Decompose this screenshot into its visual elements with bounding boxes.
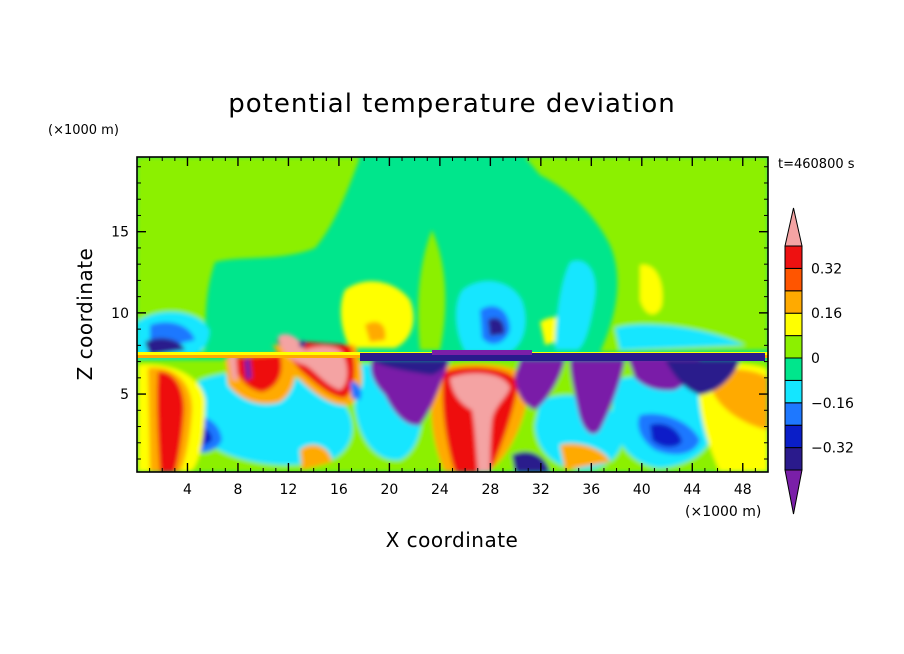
colorbar-swatch (784, 447, 803, 471)
colorbar-swatch (784, 245, 803, 269)
y-tick-label: 10 (111, 306, 129, 322)
colorbar-swatch (784, 402, 803, 426)
plot-area (137, 157, 768, 472)
x-tick-label: 4 (183, 482, 192, 498)
field-region (570, 360, 625, 434)
field-region (370, 360, 448, 375)
colorbar-label: −0.16 (811, 396, 854, 412)
field-region (650, 423, 682, 448)
field-region (560, 443, 610, 470)
colorbar-label: 0.32 (811, 261, 842, 277)
x-axis: 4 8 12 16 20 24 28 32 36 40 44 48 (149, 157, 756, 498)
colorbar-swatch (784, 357, 803, 381)
y-tick-label: 5 (120, 387, 129, 403)
colorbar-swatch (784, 379, 803, 404)
field-region (232, 355, 282, 392)
x-tick-label: 40 (633, 482, 651, 498)
field-region (278, 333, 348, 390)
colorbar-swatch (784, 267, 803, 292)
field-region (350, 381, 362, 400)
field-region (488, 317, 505, 336)
field-region (192, 371, 353, 465)
field-region (450, 373, 510, 472)
x-tick-label: 16 (330, 482, 348, 498)
field-region (418, 230, 446, 350)
field-region (244, 358, 252, 380)
inversion-band (360, 353, 765, 361)
colorbar-label: −0.32 (811, 441, 854, 457)
field-region (712, 369, 768, 430)
field-region (640, 264, 663, 315)
x-tick-label: 20 (380, 482, 398, 498)
y-unit-label: (×1000 m) (48, 123, 119, 138)
field-region (340, 281, 414, 348)
x-axis-label: X coordinate (386, 528, 519, 552)
field-region (555, 260, 596, 350)
x-tick-label: 24 (431, 482, 449, 498)
colorbar-label: 0 (811, 351, 820, 367)
x-tick-label: 8 (233, 482, 242, 498)
y-tick-label: 15 (111, 225, 129, 241)
field-region (665, 360, 740, 395)
field-region (615, 324, 745, 350)
inversion-band (432, 350, 532, 355)
y-axis-label: Z coordinate (73, 248, 97, 381)
field-region (515, 360, 565, 410)
field-region (525, 157, 768, 352)
field-region (145, 338, 185, 355)
chart-title: potential temperature deviation (228, 89, 675, 119)
colorbar-swatch (784, 335, 803, 359)
x-tick-label: 28 (481, 482, 499, 498)
field-region (157, 371, 184, 472)
field-region (299, 340, 306, 348)
y-axis: 5 10 15 (111, 166, 768, 460)
field-region (370, 360, 450, 426)
colorbar-swatch (784, 290, 803, 314)
field-region (137, 157, 360, 352)
colorbar-swatch (784, 312, 803, 337)
colorbar-label: 0.16 (811, 306, 842, 322)
colorbar-max-triangle (784, 207, 803, 247)
field-region (300, 444, 332, 470)
colorbar: 0.32 0.16 0 −0.16 −0.32 (784, 207, 854, 515)
field-region (228, 354, 238, 380)
x-tick-label: 36 (582, 482, 600, 498)
x-tick-label: 48 (734, 482, 752, 498)
time-label: t=460800 s (778, 157, 855, 172)
colorbar-min-triangle (784, 469, 803, 515)
field-region (137, 170, 155, 216)
x-tick-label: 12 (280, 482, 298, 498)
field-contours (137, 157, 768, 472)
colorbar-swatch (784, 424, 803, 449)
x-tick-label: 44 (683, 482, 701, 498)
x-tick-label: 32 (532, 482, 550, 498)
field-region (365, 321, 386, 342)
x-unit-label: (×1000 m) (685, 504, 761, 520)
